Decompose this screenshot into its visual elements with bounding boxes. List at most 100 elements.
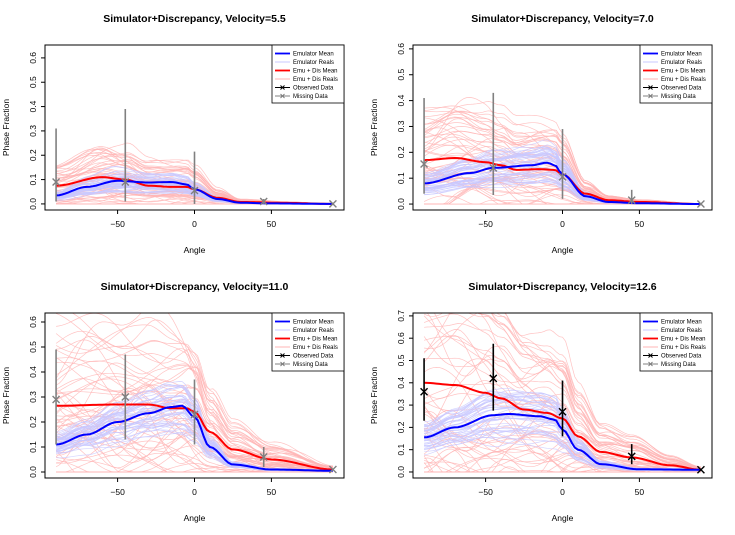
y-tick-label: 0.4 [396,377,406,389]
legend-label: Emulator Reals [293,60,334,66]
legend-x-marker [280,93,285,99]
y-tick-label: 0.5 [396,354,406,366]
legend-label: Emu + Dis Mean [293,337,338,343]
data-point-marker [696,465,705,474]
emu-dis-realization [55,313,333,467]
legend-x-marker [648,353,653,358]
legend-label: Emu + Dis Mean [661,69,706,75]
data-point-marker [420,387,429,396]
legend-label: Emulator Mean [293,52,334,58]
legend-label: Missing Data [661,362,696,368]
legend-label: Missing Data [661,94,696,100]
legend-x-marker [280,353,285,358]
y-tick-label: 0.2 [396,421,406,433]
x-tick-label: 50 [267,487,277,497]
x-tick-label: 0 [560,487,565,497]
legend-label: Emulator Mean [661,52,702,58]
y-axis-label: Phase Fraction [369,99,379,156]
y-tick-label: 0.1 [396,444,406,456]
data-point-marker [627,452,636,461]
emu-dis-realization [490,313,701,468]
y-tick-label: 0.3 [396,120,406,132]
y-tick-label: 0.4 [396,94,406,106]
emu-dis-realization [55,450,333,473]
legend-label: Emulator Reals [661,328,702,334]
chart-title: Simulator+Discrepancy, Velocity=5.5 [103,13,286,25]
y-tick-label: 0.6 [396,43,406,55]
emu-dis-realization [55,319,333,467]
plot-area [423,97,701,206]
y-tick-label: 0.6 [396,332,406,344]
chart-title: Simulator+Discrepancy, Velocity=12.6 [468,281,656,293]
y-tick-label: 0.5 [396,69,406,81]
x-tick-label: 0 [192,219,197,229]
y-tick-label: 0.2 [28,416,38,428]
y-axis-label: Phase Fraction [1,367,11,424]
x-axis-label: Angle [552,245,574,255]
x-axis-label: Angle [184,245,206,255]
emu-dis-realization [446,313,701,469]
data-point-marker [121,393,130,401]
x-tick-label: 0 [192,487,197,497]
y-tick-label: 0.5 [28,341,38,353]
data-point-marker [558,407,567,416]
data-point-marker [52,178,61,187]
x-tick-label: 50 [267,219,277,229]
x-tick-label: 0 [560,219,565,229]
data-point-marker [489,163,498,172]
y-tick-label: 0.1 [28,441,38,453]
legend-label: Observed Data [661,354,702,360]
emu-dis-realization [55,348,333,468]
legend-label: Emu + Dis Reals [293,345,338,351]
emulator-realization [424,431,701,472]
y-tick-label: 0.5 [28,76,38,88]
legend-label: Emu + Dis Mean [293,69,338,75]
panel-1: −50 0 50 0.0 0.1 0.2 0.3 0.4 0.5 0.6 Simulator+Dis… [1,13,345,255]
emu-dis-realization [433,313,701,469]
legend-label: Missing Data [293,94,328,100]
legend-box [639,44,713,104]
legend: Emulator Mean Emulator Reals Emu + Dis Mea… [639,44,713,104]
legend-box [271,312,345,372]
legend: Emulator Mean Emulator Reals Emu + Dis Mea… [271,44,345,104]
y-tick-label: 0.0 [28,466,38,478]
legend-x-marker [648,361,653,367]
legend-label: Emulator Mean [293,320,334,326]
panel-3: −50 0 50 0.0 0.1 0.2 0.3 0.4 0.5 0.6 Simulator+Dis… [1,281,345,523]
data-point-marker [696,200,705,209]
y-tick-label: 0.2 [28,149,38,161]
legend: Emulator Mean Emulator Reals Emu + Dis Mea… [271,312,345,372]
y-tick-label: 0.3 [396,399,406,411]
legend-label: Emu + Dis Reals [661,345,706,351]
legend-label: Emu + Dis Reals [293,77,338,83]
x-tick-label: −50 [478,219,493,229]
emu-dis-realization [55,317,333,468]
legend-box [639,312,713,372]
y-tick-label: 0.3 [28,391,38,403]
legend-label: Observed Data [293,86,334,92]
y-tick-label: 0.2 [396,146,406,158]
x-tick-label: 50 [635,219,645,229]
legend-label: Emu + Dis Reals [661,77,706,83]
legend-box [271,44,345,104]
legend-label: Emulator Reals [293,328,334,334]
y-tick-label: 0.3 [28,125,38,137]
panel-2: −50 0 50 0.0 0.1 0.2 0.3 0.4 0.5 0.6 Simulator+Dis… [369,13,713,255]
data-point-marker [52,395,61,404]
y-tick-label: 0.6 [28,316,38,328]
legend: Emulator Mean Emulator Reals Emu + Dis Mea… [639,312,713,372]
legend-label: Emulator Reals [661,60,702,66]
legend-label: Observed Data [661,86,702,92]
data-point-marker [420,159,429,168]
y-axis-label: Phase Fraction [369,367,379,424]
x-tick-label: −50 [110,219,125,229]
data-point-marker [328,199,337,208]
data-point-marker [259,453,268,461]
x-tick-label: 50 [635,487,645,497]
legend-x-marker [280,85,285,90]
emu-dis-realization [55,340,333,468]
y-tick-label: 0.0 [396,198,406,210]
chart-title: Simulator+Discrepancy, Velocity=7.0 [471,13,654,25]
panel-4: −50 0 50 0.0 0.1 0.2 0.3 0.4 0.5 0.6 0.7 Simulator+… [369,281,713,523]
chart-title: Simulator+Discrepancy, Velocity=11.0 [101,281,289,293]
